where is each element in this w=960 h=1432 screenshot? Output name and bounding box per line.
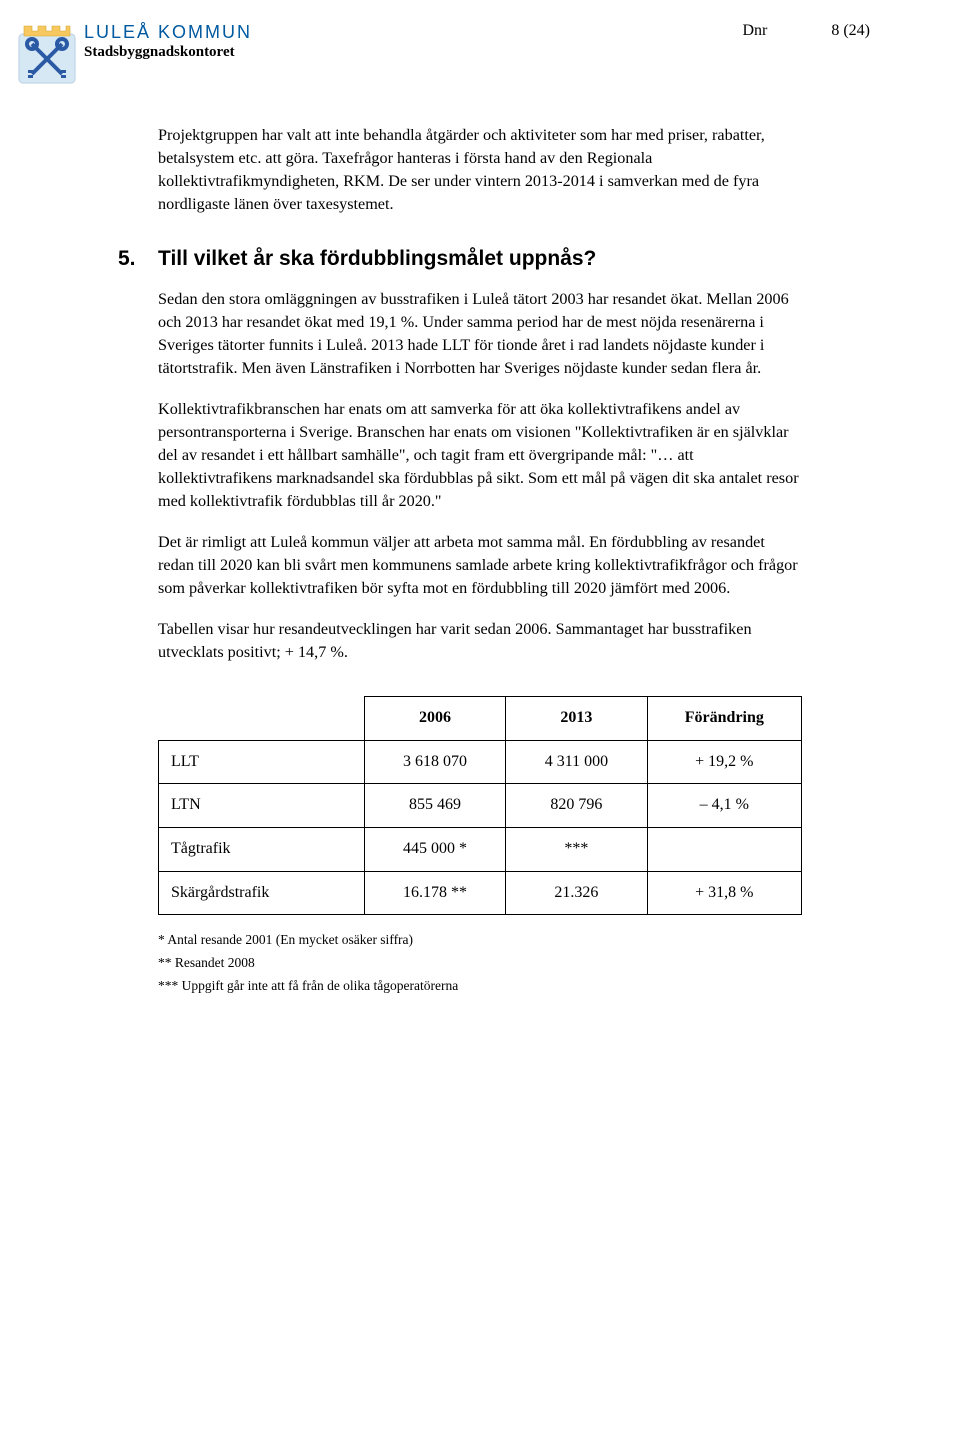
table-header-cell: 2013 [506,696,647,740]
page-header: LULEÅ KOMMUN Stadsbyggnadskontoret Dnr 8… [0,0,960,84]
table-cell: 445 000 * [364,827,505,871]
footnote: * Antal resande 2001 (En mycket osäker s… [158,929,802,952]
table-row: Skärgårdstrafik 16.178 ** 21.326 + 31,8 … [159,871,802,915]
table-cell: 820 796 [506,784,647,828]
header-right: Dnr 8 (24) [742,22,870,40]
travel-table: 2006 2013 Förändring LLT 3 618 070 4 311… [158,696,802,916]
municipal-logo [18,22,76,84]
document-body: Projektgruppen har valt att inte behandl… [0,84,960,998]
table-cell: LTN [159,784,365,828]
table-row: LLT 3 618 070 4 311 000 + 19,2 % [159,740,802,784]
section-number: 5. [118,244,158,274]
org-name: LULEÅ KOMMUN [84,22,742,43]
org-dept: Stadsbyggnadskontoret [84,44,742,61]
table-cell: 21.326 [506,871,647,915]
table-cell: LLT [159,740,365,784]
table-row: LTN 855 469 820 796 – 4,1 % [159,784,802,828]
footnotes: * Antal resande 2001 (En mycket osäker s… [158,929,802,998]
footnote: *** Uppgift går inte att få från de olik… [158,975,802,998]
table-cell: + 19,2 % [647,740,801,784]
section-heading: 5.Till vilket år ska fördubblingsmålet u… [118,244,802,274]
table-header-row: 2006 2013 Förändring [159,696,802,740]
table-header-cell: 2006 [364,696,505,740]
table-cell: – 4,1 % [647,784,801,828]
table-cell: Skärgårdstrafik [159,871,365,915]
footnote: ** Resandet 2008 [158,952,802,975]
dnr-label: Dnr [742,22,767,39]
table-cell: 3 618 070 [364,740,505,784]
org-block: LULEÅ KOMMUN Stadsbyggnadskontoret [84,22,742,61]
section-title: Till vilket år ska fördubblingsmålet upp… [158,247,596,270]
table-cell [647,827,801,871]
page-number: 8 (24) [831,22,870,39]
paragraph: Tabellen visar hur resandeutvecklingen h… [158,618,802,664]
paragraph: Sedan den stora omläggningen av busstraf… [158,288,802,380]
table-cell: Tågtrafik [159,827,365,871]
table-cell: 855 469 [364,784,505,828]
table-cell: + 31,8 % [647,871,801,915]
table-header-cell [159,696,365,740]
table-cell: 16.178 ** [364,871,505,915]
table-cell: *** [506,827,647,871]
table-cell: 4 311 000 [506,740,647,784]
paragraph: Kollektivtrafikbranschen har enats om at… [158,398,802,513]
paragraph: Projektgruppen har valt att inte behandl… [158,124,802,216]
table-header-cell: Förändring [647,696,801,740]
table-row: Tågtrafik 445 000 * *** [159,827,802,871]
paragraph: Det är rimligt att Luleå kommun väljer a… [158,531,802,600]
